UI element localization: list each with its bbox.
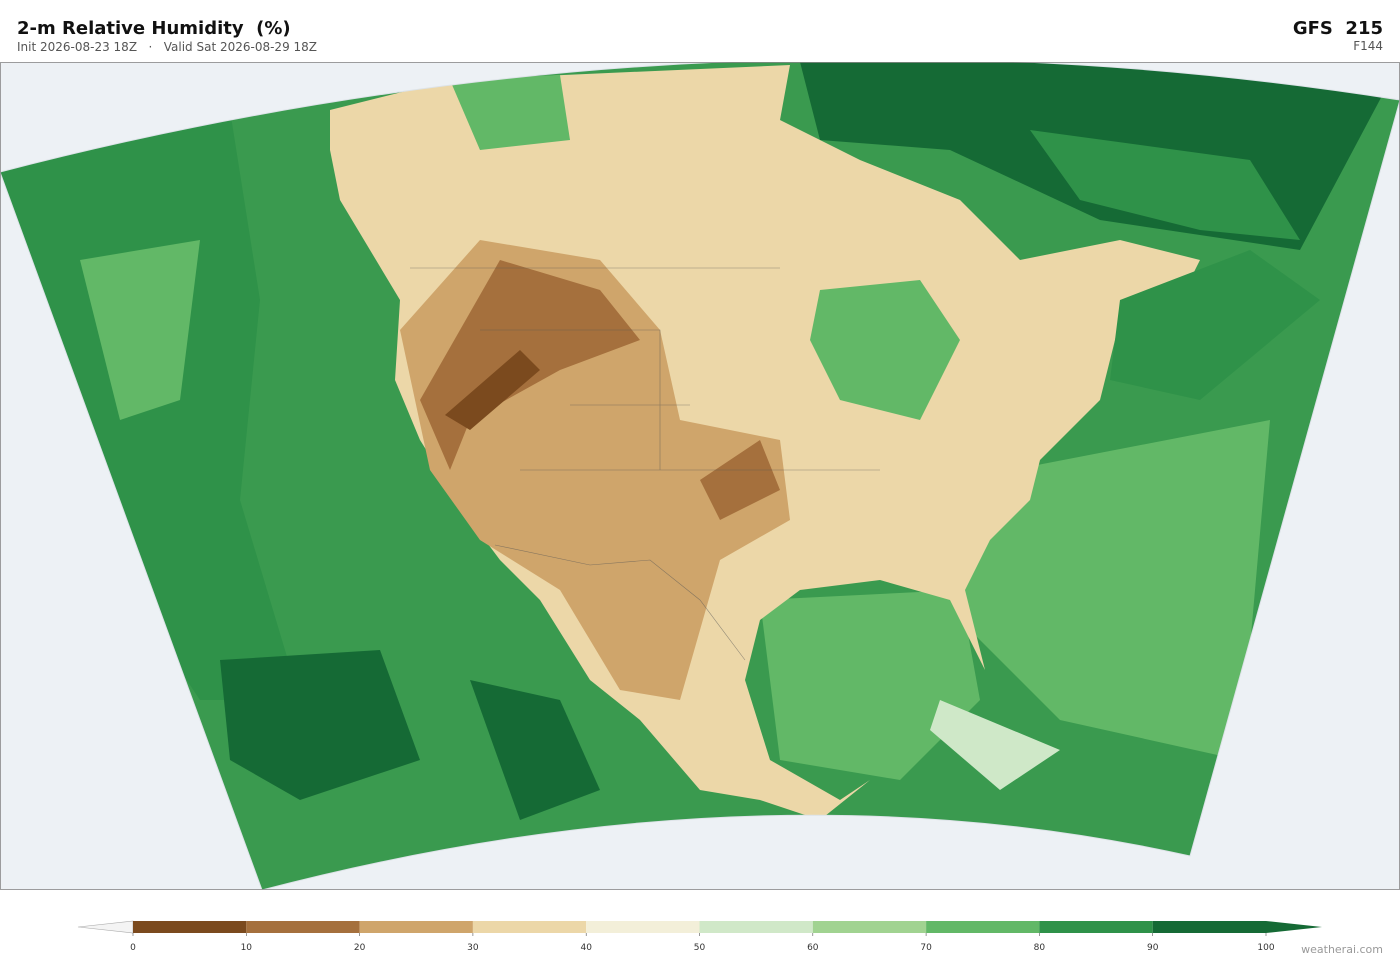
colorbar-segment xyxy=(699,921,813,933)
colorbar-segment xyxy=(812,921,927,933)
colorbar-tick-label: 60 xyxy=(807,943,819,953)
forecast-hour: F144 xyxy=(1353,39,1383,53)
colorbar-segment xyxy=(1039,921,1153,933)
subtitle: Init 2026-08-23 18Z · Valid Sat 2026-08-… xyxy=(17,40,317,54)
colorbar-over xyxy=(1266,921,1322,933)
colorbar-tick-label: 20 xyxy=(354,943,366,953)
colorbar-tick-label: 30 xyxy=(467,943,479,953)
colorbar-tick-label: 50 xyxy=(694,943,706,953)
humidity-field xyxy=(0,62,1400,890)
colorbar-segment xyxy=(246,921,360,933)
colorbar: 0 10 20 30 40 50 60 70 80 90 100 xyxy=(77,920,1322,953)
colorbar-segment xyxy=(1152,921,1266,933)
colorbar-segment xyxy=(359,921,473,933)
colorbar-tick-label: 80 xyxy=(1034,943,1046,953)
colorbar-tick-label: 0 xyxy=(130,943,136,953)
colorbar-segment xyxy=(586,921,700,933)
colorbar-tick-label: 90 xyxy=(1147,943,1159,953)
title: 2-m Relative Humidity (%) xyxy=(17,18,291,39)
watermark: weatherai.com xyxy=(1301,943,1383,956)
colorbar-tick-label: 40 xyxy=(580,943,592,953)
colorbar-tick-label: 70 xyxy=(920,943,932,953)
map xyxy=(0,62,1400,890)
colorbar-segment xyxy=(926,921,1040,933)
colorbar-segment xyxy=(133,921,247,933)
colorbar-under xyxy=(77,920,134,934)
model-label: GFS 215 xyxy=(1293,18,1383,39)
colorbar-segment xyxy=(472,921,587,933)
colorbar-tick-label: 100 xyxy=(1257,943,1274,953)
colorbar-tick-label: 10 xyxy=(241,943,253,953)
